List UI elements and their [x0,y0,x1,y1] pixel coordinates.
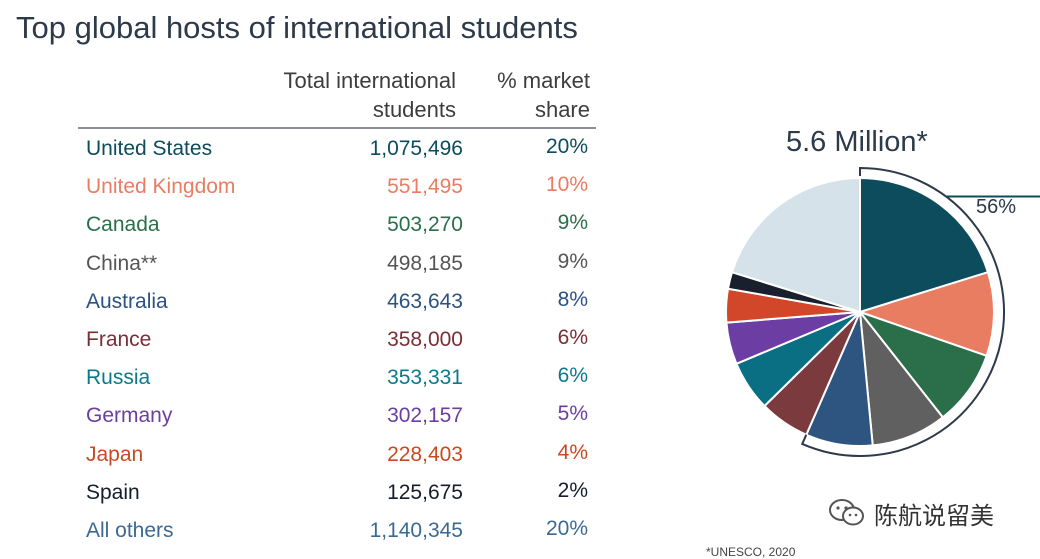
pie-slice-all-others [730,176,861,314]
table-row: Germany 302,157 5% [0,402,600,442]
cell-share: 10% [545,173,588,197]
cell-total: 353,331 [387,366,463,390]
cell-total: 498,185 [387,251,463,275]
page-title: Top global hosts of international studen… [16,10,578,45]
table-row: United Kingdom 551,495 10% [0,173,600,213]
pie-chart [725,166,1040,457]
cell-country: All others [86,519,174,542]
table-row: Spain 125,675 2% [0,478,600,519]
cell-country: China** [86,251,158,275]
watermark-text: 陈航说留美 [874,501,994,530]
table-row: China** 498,185 9% [0,249,600,290]
cell-share: 9% [557,249,588,273]
table-row: Australia 463,643 8% [0,287,600,328]
table-row: Japan 228,403 4% [0,440,600,481]
cell-total: 1,075,496 [369,137,463,160]
cell-total: 228,403 [387,442,463,466]
header-share-line1: % market [497,68,590,93]
bracket-arc [800,166,1005,457]
cell-country: France [86,328,152,351]
wechat-logo-icon [829,499,864,526]
pie-slice-united-kingdom [856,270,995,358]
cell-total: 1,140,345 [369,519,463,542]
cell-share: 9% [557,211,588,235]
table-row: Russia 353,331 6% [0,364,600,404]
cell-share: 5% [557,402,588,426]
cell-share: 8% [557,287,588,311]
cell-country: Japan [86,442,144,466]
footnote: *UNESCO, 2020 [706,545,796,559]
cell-total: 302,157 [387,404,463,428]
header-total-line2: students [372,97,456,122]
cell-share: 20% [545,135,588,158]
header-total-line1: Total international [283,68,456,93]
bracket-label: 56% [976,196,1017,218]
cell-share: 6% [557,364,588,388]
header-total-students: Total international students [230,66,456,124]
cell-total: 463,643 [387,289,463,313]
cell-country: Spain [86,480,140,504]
cell-country: United Kingdom [86,175,236,199]
cell-total: 551,495 [387,175,463,199]
table-row: Canada 503,270 9% [0,211,600,251]
header-divider [78,127,596,129]
watermark: 陈航说留美 [828,496,994,530]
cell-total: 503,270 [387,213,463,237]
header-share-line2: share [534,97,590,122]
header-market-share: % market share [470,66,590,124]
cell-country: Germany [86,404,173,428]
cell-country: Australia [86,289,168,313]
cell-country: Russia [86,366,151,390]
cell-total: 358,000 [387,328,463,351]
table-row: United States 1,075,496 20% [0,135,600,175]
cell-country: United States [86,137,213,160]
pie-title: 5.6 Million* [786,126,928,158]
cell-country: Canada [86,213,160,237]
cell-share: 6% [557,326,588,349]
cell-share: 4% [557,440,588,464]
pie-slice-united-states [859,176,990,314]
cell-share: 20% [545,517,588,540]
cell-share: 2% [557,478,588,502]
cell-total: 125,675 [387,480,463,504]
table-row: All others 1,140,345 20% [0,517,600,557]
table-row: France 358,000 6% [0,326,600,366]
